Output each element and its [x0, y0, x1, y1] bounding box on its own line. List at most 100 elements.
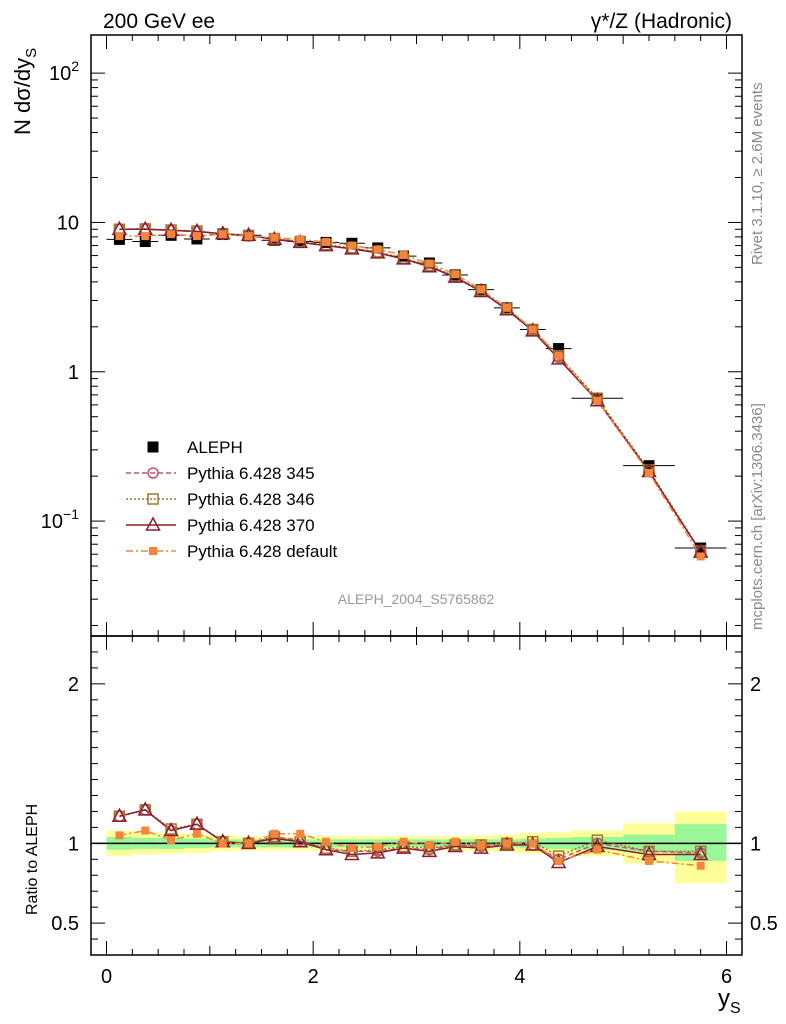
y-tick-label: 102 [49, 58, 79, 85]
ratio-marker-pdefault [425, 840, 434, 849]
ratio-marker-pdefault [167, 836, 176, 845]
ratio-marker-p370 [318, 841, 334, 856]
marker-pdefault [451, 270, 460, 279]
marker-pdefault [425, 259, 434, 268]
ratio-marker-p370 [692, 845, 709, 861]
y-tick-label-base: 10 [49, 63, 71, 85]
main-y-axis-label: N dσ/dyS [10, 48, 40, 135]
ratio-marker-pdefault [244, 839, 253, 848]
x-tick-label: 2 [308, 966, 319, 988]
y-tick-label: 10 [57, 212, 79, 234]
legend-marker-p370 [145, 516, 161, 531]
ratio-marker-p370 [111, 807, 128, 822]
ratio-marker-p370 [189, 815, 205, 830]
marker-pdefault [244, 232, 253, 241]
ratio-marker-pdefault [554, 856, 563, 865]
y-tick-label-base: 10 [41, 511, 63, 533]
mcplots-label: mcplots.cern.ch [arXiv:1306.3436] [749, 403, 766, 630]
ratio-marker-pdefault [399, 837, 408, 846]
marker-pdefault [218, 230, 227, 239]
ratio-marker-pdefault [528, 839, 537, 848]
main-y-axis-label-sub: S [23, 48, 40, 58]
y-tick-label: 10−1 [41, 506, 79, 533]
legend-marker-pdefault [149, 547, 157, 555]
x-tick-label: 4 [514, 966, 525, 988]
legend-label-p346: Pythia 6.428 346 [187, 490, 315, 509]
main-y-axis-label-main: N dσ/dy [10, 58, 35, 135]
marker-pdefault [645, 468, 653, 477]
legend-label-p345: Pythia 6.428 345 [187, 464, 315, 483]
ratio-marker-p370 [292, 833, 309, 848]
marker-pdefault [270, 233, 279, 242]
marker-pdefault [167, 230, 176, 239]
uncertainty-band-inner [674, 824, 727, 861]
marker-pdefault [192, 232, 201, 241]
x-axis-label: yS [718, 985, 741, 1017]
ratio-y-tick-label-right: 2 [750, 674, 761, 696]
x-axis-label-sub: S [730, 1000, 741, 1017]
marker-pdefault [141, 232, 150, 241]
ratio-marker-p370 [163, 822, 179, 837]
ratio-y-tick-label: 0.5 [51, 913, 79, 935]
y-tick-label-exp: −1 [63, 506, 79, 522]
rivet-label: Rivet 3.1.10, ≥ 2.6M events [749, 83, 766, 266]
ratio-marker-p370 [344, 845, 360, 861]
ratio-y-tick-label: 2 [68, 674, 79, 696]
marker-data [695, 542, 707, 554]
marker-pdefault [373, 245, 382, 254]
marker-pdefault [115, 232, 124, 241]
legend-marker-p346 [147, 493, 159, 505]
ratio-marker-pdefault [270, 829, 279, 838]
ratio-marker-pdefault [115, 831, 124, 840]
ratio-marker-p370 [369, 844, 386, 859]
ratio-marker-pdefault [593, 845, 602, 854]
legend-label-p370: Pythia 6.428 370 [187, 516, 315, 535]
top-left-title: 200 GeV ee [103, 10, 215, 33]
ratio-marker-pdefault [218, 839, 227, 848]
marker-pdefault [477, 285, 486, 294]
analysis-id: ALEPH_2004_S5765862 [338, 591, 495, 607]
ratio-marker-pdefault [645, 856, 653, 865]
legend-marker-p345 [147, 467, 159, 479]
legend-label-data: ALEPH [187, 438, 243, 457]
marker-pdefault [296, 235, 305, 244]
ratio-frame [90, 635, 743, 956]
ratio-y-tick-label: 1 [68, 833, 79, 855]
ratio-marker-pdefault [192, 829, 201, 838]
marker-pdefault [696, 552, 705, 561]
marker-data [553, 343, 565, 355]
ratio-marker-pdefault [347, 844, 356, 853]
marker-pdefault [554, 351, 563, 360]
ratio-marker-pdefault [477, 840, 486, 849]
legend-label-pdefault: Pythia 6.428 default [187, 542, 338, 561]
ratio-marker-pdefault [696, 861, 705, 870]
y-tick-label-exp: 2 [71, 58, 79, 74]
y-tick-label: 1 [68, 362, 79, 384]
ratio-marker-pdefault [373, 842, 382, 851]
ratio-y-axis-label: Ratio to ALEPH [24, 804, 41, 915]
marker-data [139, 236, 151, 248]
ratio-marker-p346 [591, 834, 604, 846]
x-axis-label-main: y [718, 985, 730, 1012]
ratio-marker-p370 [421, 842, 438, 858]
legend-marker-data [147, 441, 159, 453]
ratio-marker-pdefault [141, 826, 150, 835]
marker-pdefault [399, 251, 408, 260]
marker-pdefault [347, 241, 356, 250]
marker-pdefault [528, 325, 537, 334]
legend: ALEPH Pythia 6.428 345 Pythia 6.428 346 Pyt… [126, 438, 338, 561]
marker-pdefault [593, 396, 602, 405]
ratio-marker-pdefault [502, 839, 511, 848]
ratio-marker-p370 [395, 839, 412, 854]
ratio-y-tick-label-right: 1 [750, 833, 761, 855]
ratio-marker-pdefault [451, 837, 460, 846]
x-tick-label: 6 [721, 966, 732, 988]
ratio-line-p370 [119, 809, 701, 864]
ratio-panel: 0 2 4 6 0.5 0.5 1 1 2 2 Ratio to ALEPH yS [24, 635, 778, 1017]
marker-pdefault [322, 237, 331, 246]
ratio-marker-pdefault [296, 829, 305, 838]
top-right-title: γ*/Z (Hadronic) [591, 10, 732, 33]
x-tick-label: 0 [101, 966, 112, 988]
